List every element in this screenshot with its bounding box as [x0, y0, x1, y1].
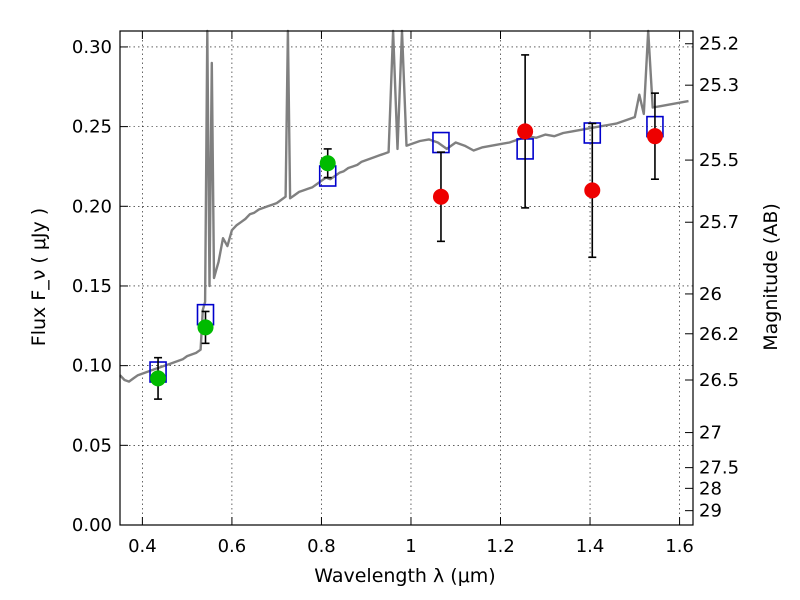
filter-boxes [149, 115, 664, 383]
nir-point [646, 128, 663, 145]
optical-point [150, 370, 167, 387]
right-tick-label: 26.5 [699, 370, 739, 391]
y-tick-label: 0.10 [72, 356, 112, 377]
right-tick-label: 25.3 [699, 75, 739, 96]
right-tick-label: 26.2 [699, 324, 739, 345]
optical-point [197, 319, 214, 336]
y-axis-label: Flux F_ν ( μJy ) [28, 208, 50, 346]
y-tick-label: 0.20 [72, 196, 112, 217]
plot-frame [119, 30, 694, 526]
right-tick-label: 25.2 [699, 34, 739, 55]
right-tick-label: 26 [699, 284, 722, 305]
y-tick-label: 0.15 [72, 276, 112, 297]
x-tick-label: 1.4 [576, 536, 605, 557]
x-tick-label: 0.8 [307, 536, 336, 557]
x-tick-label: 0.6 [218, 536, 247, 557]
x-axis-label: Wavelength λ (μm) [314, 565, 495, 587]
right-tick-label: 25.7 [699, 212, 739, 233]
y-tick-label: 0.05 [72, 435, 112, 456]
right-tick-label: 25.5 [699, 150, 739, 171]
nir-point [432, 188, 449, 205]
x-tick-label: 1 [405, 536, 416, 557]
y-tick-label: 0.30 [72, 37, 112, 58]
measurement-points [150, 54, 663, 400]
right-tick-label: 28 [699, 478, 722, 499]
y-tick-label: 0.25 [72, 117, 112, 138]
x-tick-label: 1.6 [665, 536, 694, 557]
right-tick-label: 27.5 [699, 458, 739, 479]
ticks: 0.4 0.6 0.8 1 1.2 1.4 1.6 0.00 0.05 0.10 0.15 0.20 0… [72, 31, 739, 557]
optical-point [319, 155, 336, 172]
right-tick-label: 29 [699, 501, 722, 522]
right-tick-label: 27 [699, 423, 722, 444]
x-tick-label: 0.4 [128, 536, 157, 557]
right-axis-label: Magnitude (AB) [760, 203, 782, 351]
nir-point [517, 123, 534, 140]
nir-point [584, 182, 601, 199]
x-tick-label: 1.2 [486, 536, 515, 557]
y-tick-label: 0.00 [72, 515, 112, 536]
